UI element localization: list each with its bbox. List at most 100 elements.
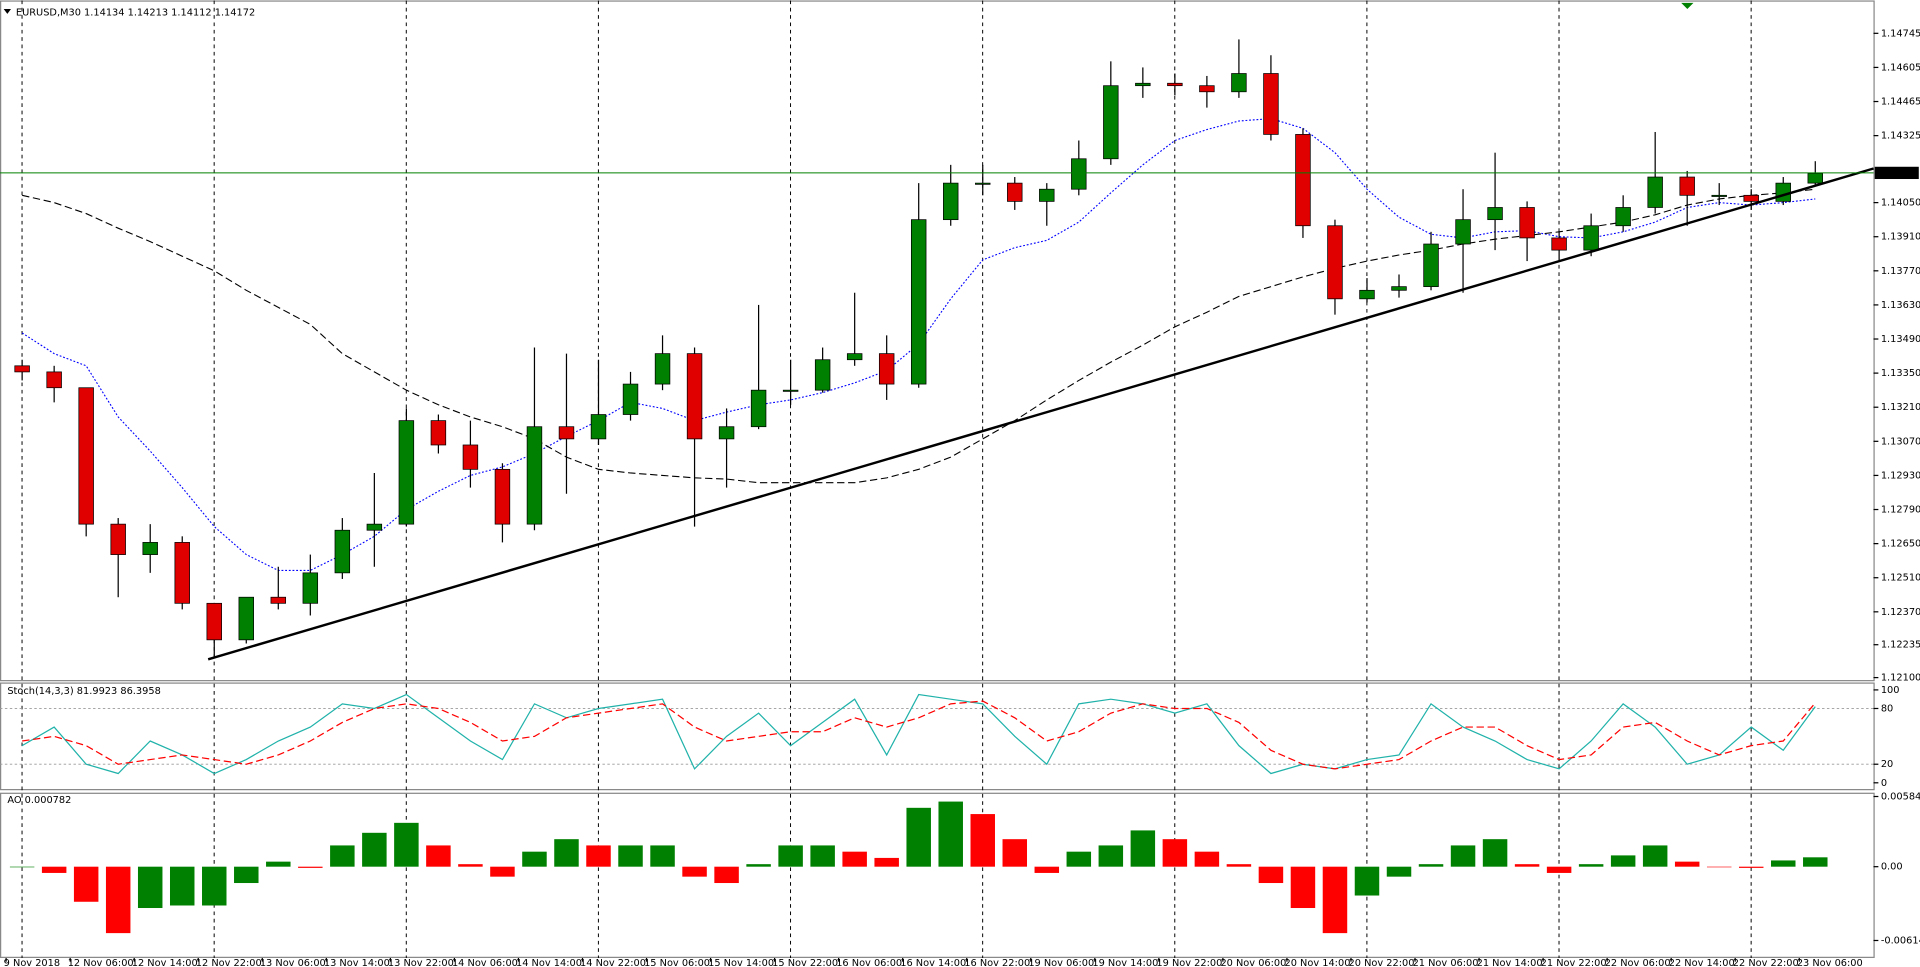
ao-bar xyxy=(1418,864,1444,867)
ao-bar xyxy=(682,866,707,877)
x-tick-label: 19 Nov 06:00 xyxy=(1028,958,1094,967)
candle-body xyxy=(814,359,831,391)
y-tick-label: 1.14745 xyxy=(1881,28,1920,39)
x-tick-label: 13 Nov 06:00 xyxy=(260,958,326,967)
x-tick-label: 14 Nov 14:00 xyxy=(516,958,582,967)
shift-marker xyxy=(1681,2,1694,10)
candle-body xyxy=(686,353,703,440)
candle-body xyxy=(622,383,639,415)
y-tick-label: 1.14605 xyxy=(1881,62,1920,73)
ao-bar xyxy=(1034,866,1060,873)
y-tick-label: 1.12510 xyxy=(1881,573,1920,584)
ao-bar xyxy=(1450,845,1476,867)
candle-body xyxy=(654,353,671,385)
candle-body xyxy=(943,182,959,221)
ao-bar xyxy=(1194,851,1220,867)
ao-bar xyxy=(394,822,419,867)
candle-body xyxy=(366,523,383,531)
x-tick-label: 15 Nov 22:00 xyxy=(772,958,838,967)
moving-average xyxy=(21,118,1816,571)
ao-bar xyxy=(1066,851,1092,867)
y-tick-label: 1.12790 xyxy=(1881,505,1920,516)
ao-bar xyxy=(1706,866,1732,868)
ao-bar xyxy=(41,866,67,873)
candle-body xyxy=(782,389,799,392)
candle-body xyxy=(1103,85,1119,160)
candle-body xyxy=(1775,182,1791,202)
candle-body xyxy=(1487,207,1503,221)
ao-bar xyxy=(1546,866,1572,873)
ao-bar xyxy=(298,866,323,868)
stoch-line xyxy=(21,693,1816,775)
x-tick-label: 22 Nov 22:00 xyxy=(1733,958,1799,967)
candle-body xyxy=(398,420,415,525)
y-tick-label: 80 xyxy=(1881,703,1893,714)
y-tick-label: 0.00 xyxy=(1881,862,1903,873)
candle-body xyxy=(174,542,190,604)
x-tick-label: 12 Nov 22:00 xyxy=(196,958,262,967)
ao-bar xyxy=(1674,861,1700,867)
moving-average xyxy=(22,188,1816,484)
y-tick-label: 1.13490 xyxy=(1881,334,1920,345)
ao-bar xyxy=(1130,830,1156,867)
x-tick-label: 12 Nov 06:00 xyxy=(68,958,134,967)
y-tick-label: 1.12370 xyxy=(1881,607,1920,618)
ao-bar xyxy=(1258,866,1284,884)
ao-bar xyxy=(266,861,291,867)
candle-body xyxy=(494,468,511,525)
x-tick-label: 13 Nov 22:00 xyxy=(388,958,454,967)
candle-body xyxy=(975,182,991,185)
ao-title: AO 0.000782 xyxy=(7,795,71,806)
candle-body xyxy=(558,426,575,440)
candle-body xyxy=(302,572,319,604)
x-tick-label: 14 Nov 06:00 xyxy=(452,958,518,967)
y-tick-label: -0.006143 xyxy=(1881,935,1920,946)
x-tick-label: 21 Nov 14:00 xyxy=(1477,958,1543,967)
ao-bar xyxy=(586,845,611,867)
candle-body xyxy=(78,387,94,525)
candle-body xyxy=(334,529,351,574)
y-tick-label: 0.005842 xyxy=(1881,792,1920,803)
candle-body xyxy=(1295,134,1311,227)
x-tick-label: 15 Nov 06:00 xyxy=(644,958,710,967)
x-tick-label: 22 Nov 06:00 xyxy=(1605,958,1671,967)
candle-body xyxy=(1327,225,1343,300)
menu-arrow[interactable] xyxy=(3,9,12,14)
candle-body xyxy=(718,426,735,440)
x-tick-label: 16 Nov 06:00 xyxy=(836,958,902,967)
y-tick-label: 1.14050 xyxy=(1881,198,1920,209)
ao-bar xyxy=(906,807,931,867)
ao-bar xyxy=(778,845,803,867)
ao-bar xyxy=(1738,866,1764,868)
ao-bar xyxy=(1322,866,1348,934)
candle-body xyxy=(1423,243,1439,288)
candle-body xyxy=(1359,289,1375,300)
ao-bar xyxy=(137,866,163,909)
ao-bar xyxy=(938,801,963,867)
x-tick-label: 21 Nov 06:00 xyxy=(1413,958,1479,967)
candle-body xyxy=(1615,207,1631,227)
y-tick-label: 1.12100 xyxy=(1881,673,1920,684)
y-tick-label: 1.13070 xyxy=(1881,436,1920,447)
ao-bar xyxy=(426,845,451,867)
y-tick-label: 100 xyxy=(1881,685,1900,696)
candle-body xyxy=(206,602,222,641)
ao-bar xyxy=(1290,866,1316,909)
ao-bar xyxy=(362,832,387,867)
x-tick-label: 22 Nov 14:00 xyxy=(1669,958,1735,967)
ao-bar xyxy=(202,866,227,906)
candle-body xyxy=(1807,173,1823,184)
y-tick-label: 1.12930 xyxy=(1881,470,1920,481)
candle-body xyxy=(1007,182,1023,202)
y-tick-label: 1.13210 xyxy=(1881,402,1920,413)
chart-title: EURUSD,M30 1.14134 1.14213 1.14112 1.141… xyxy=(16,8,255,19)
stoch-panel-border xyxy=(0,682,1875,791)
ao-bar xyxy=(1482,839,1508,867)
x-tick-label: 15 Nov 14:00 xyxy=(708,958,774,967)
y-tick-label: 1.13350 xyxy=(1881,368,1920,379)
x-tick-label: 14 Nov 22:00 xyxy=(580,958,646,967)
ao-bar xyxy=(650,845,675,867)
y-tick-label: 20 xyxy=(1881,759,1893,770)
candle-body xyxy=(1519,207,1535,239)
